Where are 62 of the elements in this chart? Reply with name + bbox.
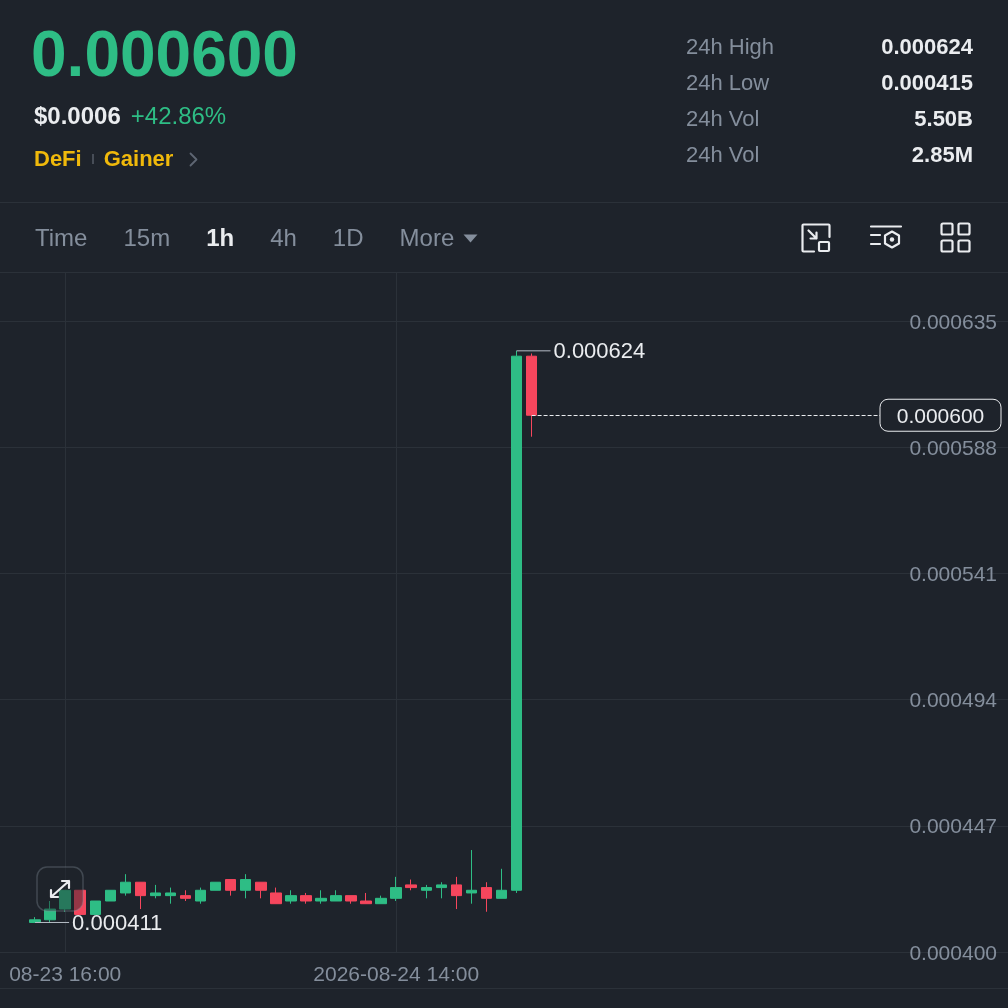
candlestick [240, 873, 251, 899]
candlestick [315, 889, 327, 905]
candlestick [225, 879, 236, 897]
text: 15m [123, 223, 171, 253]
candlestick [451, 876, 462, 910]
text: DeFi [34, 145, 82, 173]
text: 4h [270, 223, 297, 253]
candlestick [90, 900, 101, 915]
text: +42.86% [130, 102, 227, 130]
text: 24h High [686, 33, 775, 61]
text: More [399, 223, 456, 253]
candlestick [195, 887, 206, 905]
text: 24h Vol [686, 105, 760, 133]
text: Time [35, 223, 88, 253]
text: 0.000415 [881, 69, 973, 97]
y-tick-label: 0.000494 [909, 688, 998, 712]
candlestick [270, 887, 282, 905]
candlestick [330, 889, 342, 902]
text: 5.50B [914, 105, 973, 133]
candlestick [44, 900, 56, 923]
candlestick [345, 895, 357, 905]
text: 1D [332, 223, 364, 253]
candlestick [390, 876, 402, 902]
text: 0.000624 [881, 33, 973, 61]
ref-line-label: 0.000600 [896, 403, 985, 427]
candlestick [481, 881, 492, 913]
candlestick [375, 895, 387, 905]
candlestick [150, 884, 161, 899]
candlestick [135, 881, 146, 910]
chart-title: 0.000600 [31, 17, 298, 91]
candlestick [120, 873, 131, 897]
text: 24h Low [686, 69, 770, 97]
annotation: 0.000624 [553, 338, 646, 364]
y-tick-label: 0.000400 [909, 940, 997, 964]
candlestick [436, 881, 447, 899]
candlestick [74, 889, 86, 915]
candlestick [300, 892, 312, 905]
text: $0.0006 [34, 102, 121, 130]
candlestick [421, 884, 432, 899]
x-tick-label: 08-23 16:00 [9, 962, 122, 985]
candlestick [360, 892, 372, 905]
x-tick-label: 2026-08-24 14:00 [313, 962, 480, 985]
text: 2.85M [911, 141, 973, 169]
y-tick-label: 0.000541 [909, 562, 997, 586]
candlestick [285, 889, 297, 905]
candlestick [255, 881, 267, 899]
candlestick [405, 879, 417, 891]
candlestick [496, 868, 507, 899]
candlestick [466, 849, 477, 905]
candlestick [180, 889, 191, 902]
y-tick-label: 0.000588 [909, 435, 997, 459]
y-tick-label: 0.000447 [909, 814, 997, 838]
candlestick [511, 350, 522, 894]
candlestick [165, 887, 176, 905]
text: 1h [206, 223, 235, 253]
text: Gainer [103, 145, 174, 173]
y-tick-label: 0.000635 [909, 309, 997, 333]
candlestick [526, 353, 537, 438]
text: 24h Vol [686, 141, 760, 169]
annotation: 0.000411 [72, 909, 163, 935]
candlestick [210, 881, 221, 891]
candlestick [105, 889, 116, 902]
